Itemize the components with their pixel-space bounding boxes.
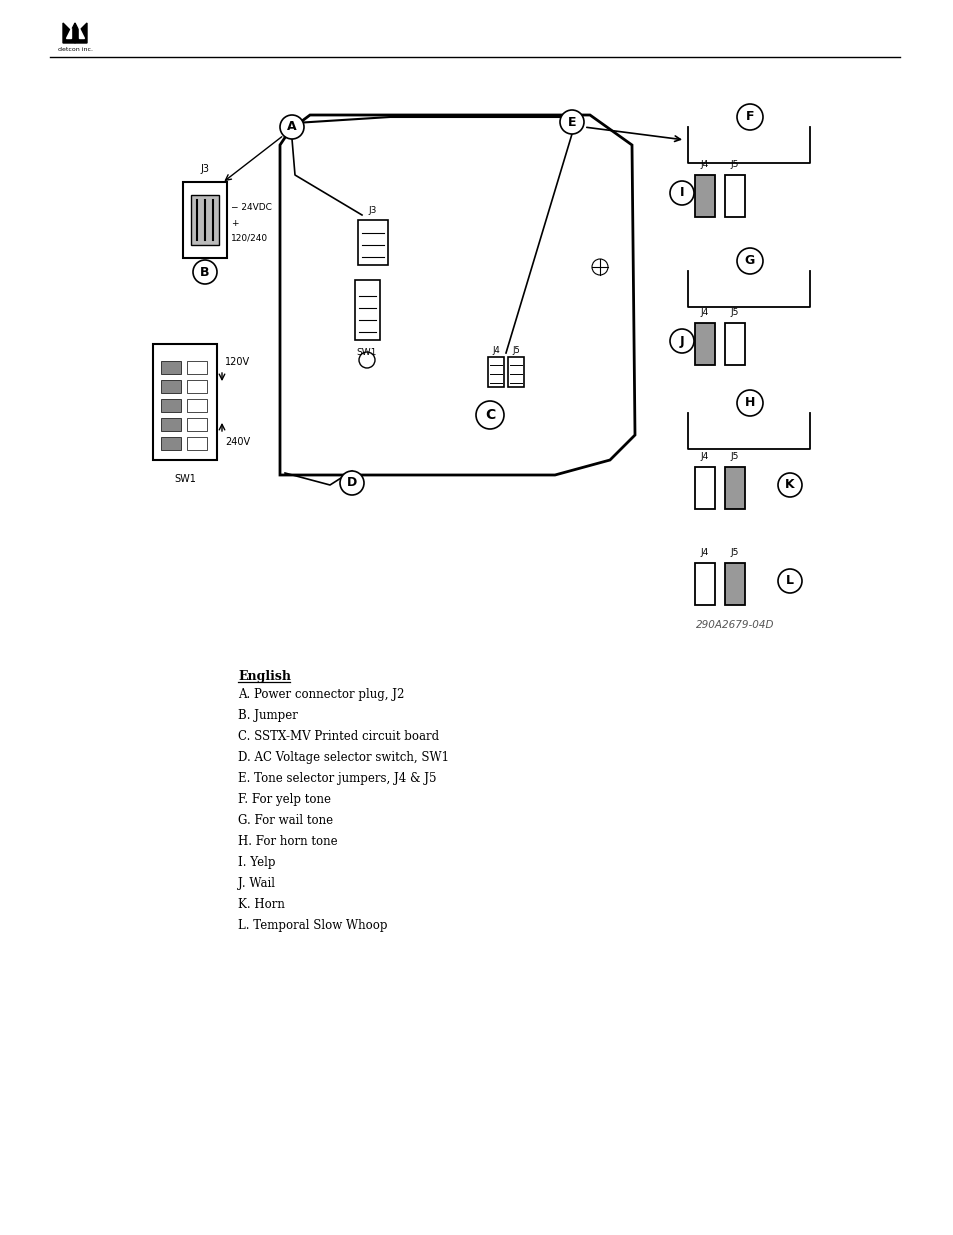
Bar xyxy=(187,399,207,412)
Text: C: C xyxy=(484,408,495,422)
Text: C. SSTX-MV Printed circuit board: C. SSTX-MV Printed circuit board xyxy=(237,730,438,743)
Text: B. Jumper: B. Jumper xyxy=(237,709,297,722)
Polygon shape xyxy=(75,23,87,43)
Text: J5: J5 xyxy=(730,308,739,317)
Text: L. Temporal Slow Whoop: L. Temporal Slow Whoop xyxy=(237,919,387,932)
Bar xyxy=(724,563,744,605)
Bar xyxy=(724,324,744,366)
Text: E. Tone selector jumpers, J4 & J5: E. Tone selector jumpers, J4 & J5 xyxy=(237,772,436,785)
Text: J5: J5 xyxy=(730,161,739,169)
Bar xyxy=(187,437,207,450)
Bar xyxy=(183,182,227,258)
Bar xyxy=(695,563,714,605)
Text: J5: J5 xyxy=(730,548,739,557)
Text: +: + xyxy=(231,219,238,227)
Text: J4: J4 xyxy=(700,308,708,317)
Bar xyxy=(161,437,181,450)
Bar xyxy=(695,175,714,217)
Text: J3: J3 xyxy=(200,164,210,174)
Text: G: G xyxy=(744,254,755,268)
Bar xyxy=(724,175,744,217)
Circle shape xyxy=(737,390,762,416)
Circle shape xyxy=(669,329,693,353)
Bar xyxy=(507,357,523,387)
Text: J4: J4 xyxy=(700,548,708,557)
Text: I: I xyxy=(679,186,683,200)
Bar xyxy=(357,220,388,266)
Circle shape xyxy=(476,401,503,429)
Text: J4: J4 xyxy=(492,346,499,354)
Bar xyxy=(187,361,207,374)
Bar xyxy=(161,399,181,412)
Text: J4: J4 xyxy=(700,161,708,169)
Text: 120V: 120V xyxy=(225,357,250,367)
Circle shape xyxy=(778,473,801,496)
Bar xyxy=(191,195,219,245)
Text: B: B xyxy=(200,266,210,279)
Text: E: E xyxy=(567,116,576,128)
Text: English: English xyxy=(237,671,291,683)
Text: G. For wail tone: G. For wail tone xyxy=(237,814,333,827)
Polygon shape xyxy=(66,28,71,38)
Circle shape xyxy=(339,471,364,495)
Text: D: D xyxy=(347,477,356,489)
Bar xyxy=(695,324,714,366)
Bar xyxy=(187,417,207,431)
Circle shape xyxy=(193,261,216,284)
Circle shape xyxy=(737,104,762,130)
Text: A: A xyxy=(287,121,296,133)
Text: − 24VDC: − 24VDC xyxy=(231,204,272,212)
Bar xyxy=(488,357,503,387)
Circle shape xyxy=(559,110,583,135)
Text: A. Power connector plug, J2: A. Power connector plug, J2 xyxy=(237,688,404,701)
Text: J. Wail: J. Wail xyxy=(237,877,274,890)
Text: I. Yelp: I. Yelp xyxy=(237,856,275,869)
Text: J5: J5 xyxy=(512,346,519,354)
Bar xyxy=(161,380,181,393)
Bar xyxy=(152,345,216,459)
Circle shape xyxy=(280,115,304,140)
Circle shape xyxy=(778,569,801,593)
Polygon shape xyxy=(63,23,75,43)
Circle shape xyxy=(737,248,762,274)
Text: 240V: 240V xyxy=(225,437,250,447)
Text: detcon inc.: detcon inc. xyxy=(57,47,92,52)
Text: J: J xyxy=(679,335,683,347)
Bar xyxy=(724,467,744,509)
Text: J5: J5 xyxy=(730,452,739,461)
Text: H: H xyxy=(744,396,755,410)
Text: F. For yelp tone: F. For yelp tone xyxy=(237,793,331,806)
Text: 290A2679-04D: 290A2679-04D xyxy=(695,620,774,630)
Text: L: L xyxy=(785,574,793,588)
Text: 120/240: 120/240 xyxy=(231,233,268,242)
Text: K: K xyxy=(784,478,794,492)
Bar xyxy=(187,380,207,393)
Text: SW1: SW1 xyxy=(356,348,376,357)
Text: J3: J3 xyxy=(369,206,376,215)
Text: H. For horn tone: H. For horn tone xyxy=(237,835,337,848)
Polygon shape xyxy=(79,28,84,38)
Bar xyxy=(161,361,181,374)
Text: F: F xyxy=(745,110,754,124)
Text: K. Horn: K. Horn xyxy=(237,898,285,911)
Text: SW1: SW1 xyxy=(173,474,195,484)
Text: J4: J4 xyxy=(700,452,708,461)
Bar xyxy=(355,280,379,340)
Bar xyxy=(161,417,181,431)
Text: D. AC Voltage selector switch, SW1: D. AC Voltage selector switch, SW1 xyxy=(237,751,449,764)
Circle shape xyxy=(669,182,693,205)
Bar xyxy=(695,467,714,509)
